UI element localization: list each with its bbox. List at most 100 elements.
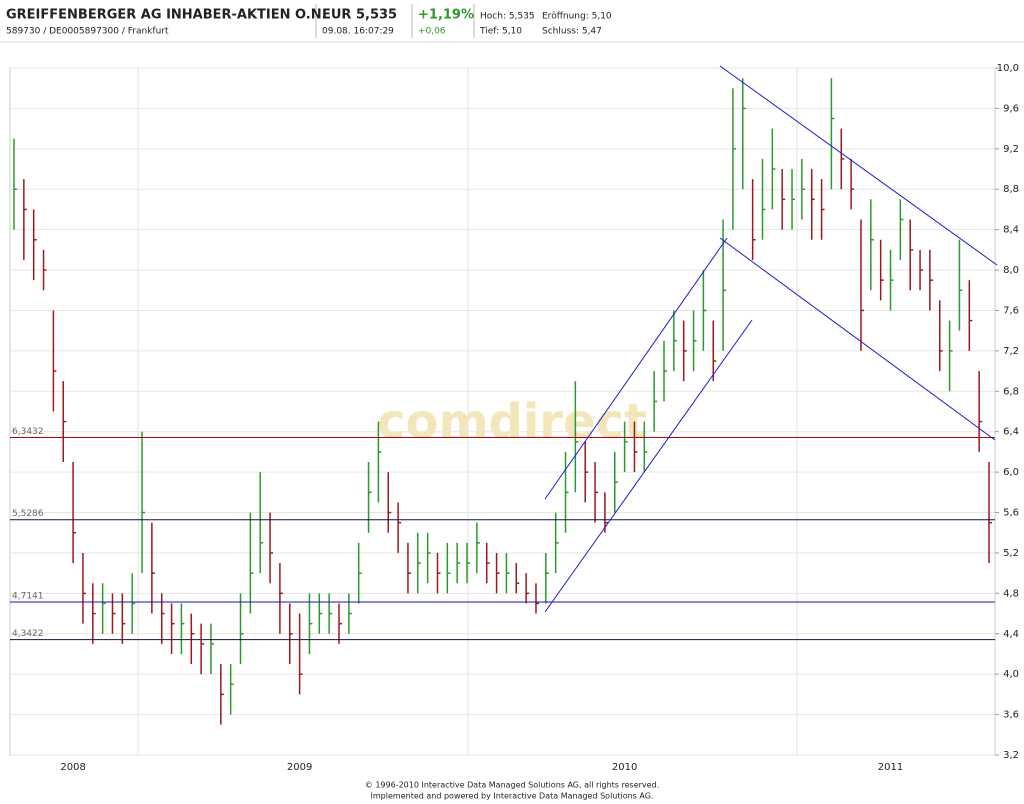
ohlc-bar <box>840 128 845 190</box>
ohlc-bar <box>387 472 392 533</box>
ohlc-bar <box>308 593 313 654</box>
ohlc-bar <box>239 593 244 665</box>
time: 09.08. 16:07:29 <box>322 27 394 37</box>
ohlc-bar <box>929 249 933 311</box>
ohlc-bar <box>338 603 342 644</box>
y-tick-label: 3,6 <box>1003 710 1019 721</box>
ohlc-bar <box>456 542 461 584</box>
ohlc-bar <box>692 310 697 372</box>
ohlc-bar <box>673 310 677 372</box>
ohlc-bar <box>614 451 618 513</box>
ohlc-bar <box>13 138 17 230</box>
ohlc-bar <box>535 583 539 614</box>
ohlc-bar <box>367 462 372 533</box>
reference-label: 4,3422 <box>12 629 44 639</box>
ohlc-bar <box>594 462 599 523</box>
ohlc-bar <box>131 573 136 634</box>
ohlc-bar <box>791 169 796 230</box>
ohlc-bar <box>476 522 480 574</box>
ohlc-bar <box>623 421 628 473</box>
price: EUR 5,535 <box>322 8 397 23</box>
x-tick-label: 2011 <box>878 762 903 773</box>
ohlc-bar <box>939 300 943 372</box>
ohlc-bar <box>495 552 500 594</box>
ohlc-bar <box>653 371 658 432</box>
ohlc-bar <box>377 421 382 503</box>
ohlc-bar <box>712 320 717 382</box>
ohlc-bar <box>574 381 579 493</box>
ohlc-bar <box>229 664 234 715</box>
ohlc-bar <box>870 199 874 291</box>
ohlc-bar <box>249 512 254 614</box>
ohlc-bar <box>101 583 106 634</box>
footer: Implemented and powered by Interactive D… <box>371 792 654 801</box>
ohlc-bar <box>151 522 155 614</box>
ohlc-bar <box>23 179 27 260</box>
ohlc-bar <box>62 381 67 463</box>
ohlc-bar <box>633 421 638 473</box>
ohlc-bar <box>446 542 451 594</box>
ohlc-bar <box>485 542 490 584</box>
ohlc-bar <box>42 249 47 291</box>
ohlc-bar <box>318 593 323 634</box>
y-tick-label: 6,0 <box>1003 467 1019 478</box>
y-tick-label: 8,8 <box>1003 184 1019 195</box>
ohlc-bar <box>210 623 214 675</box>
ohlc-bar <box>919 249 924 291</box>
trend-lines <box>544 65 998 613</box>
ohlc-bar <box>289 603 293 665</box>
ohlc-bar <box>879 239 884 301</box>
ohlc-bar <box>682 320 687 382</box>
ohlc-bar <box>801 158 805 220</box>
y-tick-label: 5,2 <box>1003 548 1019 559</box>
close: Schluss: 5,47 <box>542 27 602 37</box>
open: Eröffnung: 5,10 <box>542 12 612 22</box>
ohlc-bar <box>958 239 963 331</box>
ohlc-bar <box>771 128 776 210</box>
subtitle: 589730 / DE0005897300 / Frankfurt <box>6 27 169 37</box>
ohlc-bar <box>52 310 57 412</box>
ohlc-bar <box>732 88 736 230</box>
x-tick-label: 2008 <box>60 762 85 773</box>
ohlc-bar <box>298 613 303 695</box>
ohlc-bar <box>170 603 175 654</box>
ohlc-bar <box>269 512 274 584</box>
y-tick-label: 8,4 <box>1003 225 1019 236</box>
ohlc-bar <box>357 542 362 604</box>
ohlc-bar <box>328 593 333 634</box>
y-tick-label: 9,6 <box>1003 103 1019 114</box>
ohlc-bar <box>466 542 471 584</box>
ohlc-bar <box>92 583 96 644</box>
ohlc-bar <box>190 613 195 665</box>
change: +0,06 <box>418 27 446 37</box>
trend-line <box>544 237 728 500</box>
y-tick-label: 3,2 <box>1003 750 1019 761</box>
ohlc-bar <box>742 78 746 190</box>
ohlc-bar <box>515 563 520 594</box>
ohlc-bar <box>417 532 421 594</box>
ohlc-bar <box>761 158 766 240</box>
ohlc-bar <box>978 371 983 452</box>
ohlc-bar <box>259 472 264 574</box>
ohlc-bar <box>279 563 283 634</box>
watermark: comdirect <box>377 394 647 450</box>
ohlc-bar <box>968 280 973 351</box>
ohlc-bar <box>820 179 825 240</box>
ohlc-bar <box>141 431 146 574</box>
ohlc-bar <box>643 421 648 473</box>
y-tick-label: 7,2 <box>1003 346 1019 357</box>
ohlc-bar <box>830 78 835 190</box>
ohlc-bar <box>584 441 589 503</box>
ohlc-bar <box>702 270 707 351</box>
ohlc-bar <box>111 593 116 634</box>
x-tick-label: 2010 <box>612 762 637 773</box>
high: Hoch: 5,535 <box>480 12 535 22</box>
title: GREIFFENBERGER AG INHABER-AKTIEN O.N. <box>6 8 327 23</box>
ohlc-bar <box>436 552 441 594</box>
y-tick-label: 6,8 <box>1003 386 1019 397</box>
reference-label: 5,5286 <box>12 509 44 519</box>
plot: 6,3432 5,5286 4,7141 4,3422 <box>10 67 999 756</box>
ohlc-bar <box>948 320 953 392</box>
